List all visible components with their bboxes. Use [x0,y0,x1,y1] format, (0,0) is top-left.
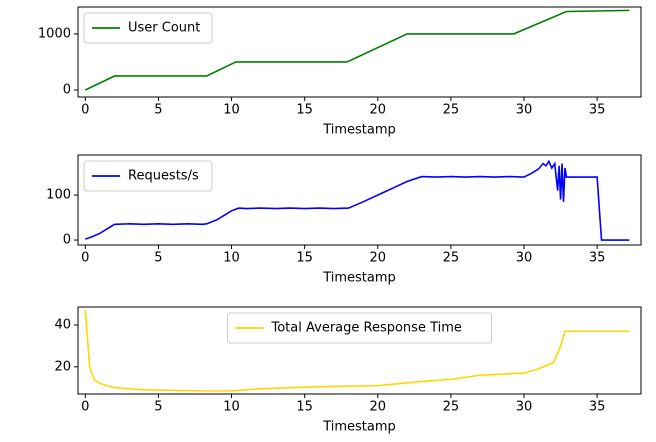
line-series [84,310,630,392]
x-tick-label: 5 [154,103,162,118]
x-tick-label: 20 [370,400,387,415]
x-tick-label: 0 [81,400,89,415]
line-series [85,159,630,241]
x-tick-label: 35 [589,400,606,415]
y-tick-label: 100 [46,188,71,203]
x-axis-label: Timestamp [322,420,396,435]
y-tick-label: 40 [54,317,71,332]
axes-frame [77,154,642,246]
y-tick-label: 20 [54,359,71,374]
x-tick-label: 30 [516,400,533,415]
x-axis-label: Timestamp [322,271,396,286]
x-tick-label: 5 [154,251,162,266]
x-axis-label: Timestamp [322,123,396,138]
legend-box [227,312,492,344]
y-tick-label: 1000 [38,26,71,41]
legend-label: Total Average Response Time [271,321,462,336]
x-tick-label: 35 [589,103,606,118]
legend-box [83,12,213,44]
x-tick-label: 10 [223,251,240,266]
y-tick-label: 0 [63,82,71,97]
x-tick-label: 25 [443,103,460,118]
x-tick-label: 5 [154,400,162,415]
x-tick-label: 10 [223,400,240,415]
x-tick-label: 15 [296,103,313,118]
legend-label: User Count [128,21,200,36]
x-tick-label: 25 [443,251,460,266]
x-tick-label: 25 [443,400,460,415]
x-tick-label: 30 [516,103,533,118]
x-tick-label: 20 [370,103,387,118]
x-tick-label: 15 [296,400,313,415]
line-series [84,9,630,91]
x-tick-label: 30 [516,251,533,266]
x-tick-label: 0 [81,103,89,118]
legend-box [83,160,213,192]
axes-frame [77,306,642,395]
y-tick-label: 0 [63,233,71,248]
legend-label: Requests/s [128,169,199,184]
x-tick-label: 10 [223,103,240,118]
x-tick-label: 35 [589,251,606,266]
x-tick-label: 0 [81,251,89,266]
x-tick-label: 20 [370,251,387,266]
axes-frame [77,6,642,98]
x-tick-label: 15 [296,251,313,266]
